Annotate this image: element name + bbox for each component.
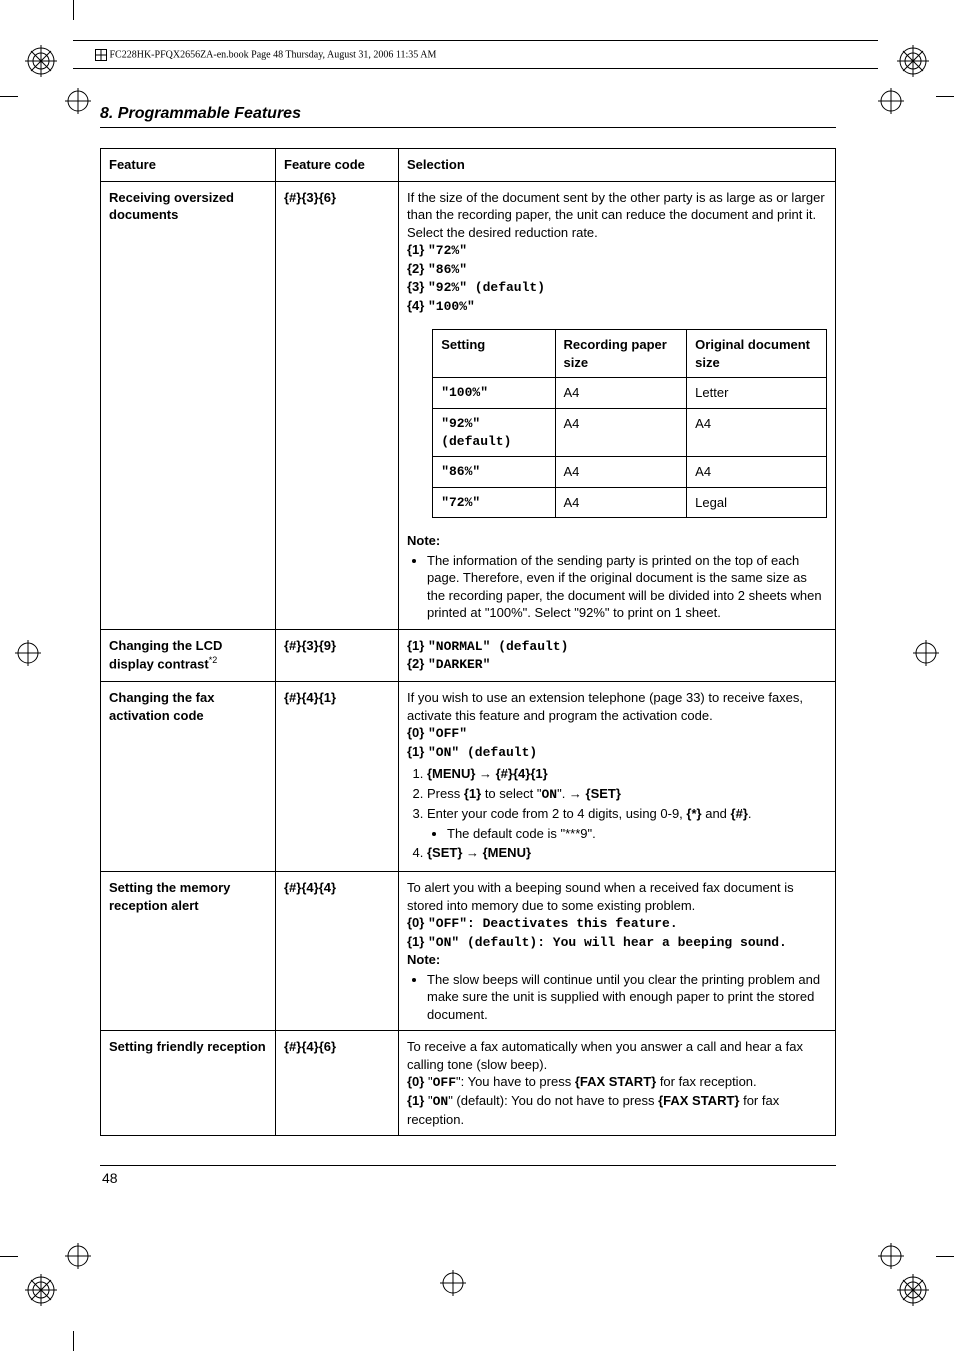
register-mark-icon [25, 1274, 57, 1306]
selection-cell: To receive a fax automatically when you … [399, 1031, 836, 1136]
table-row: Setting friendly reception {#}{4}{6} To … [101, 1031, 836, 1136]
crop-line [936, 1256, 954, 1257]
table-header-row: Feature Feature code Selection [101, 149, 836, 182]
feature-name: Setting friendly reception [109, 1039, 266, 1054]
th-feature: Feature [101, 149, 276, 182]
intro-text: If the size of the document sent by the … [407, 190, 825, 240]
steps-list: {MENU} → {#}{4}{1} Press {1} to select "… [407, 765, 827, 862]
crop-line [0, 1256, 18, 1257]
th-selection: Selection [399, 149, 836, 182]
inner-th: Setting [433, 330, 555, 378]
page-number: 48 [102, 1170, 118, 1186]
register-mark-icon [878, 1243, 904, 1269]
crop-line [73, 0, 74, 20]
crop-line [0, 96, 18, 97]
feature-name: Setting the memory reception alert [109, 880, 230, 913]
register-mark-icon [440, 1270, 466, 1296]
register-mark-icon [65, 1243, 91, 1269]
register-mark-icon [878, 88, 904, 114]
inner-th: Recording paper size [555, 330, 687, 378]
register-mark-icon [15, 640, 41, 666]
feature-code: {#}{3}{9} [284, 638, 336, 653]
register-mark-icon [25, 45, 57, 77]
document-header: FC228HK-PFQX2656ZA-en.book Page 48 Thurs… [95, 49, 436, 61]
crop-line [936, 96, 954, 97]
reduction-table: Setting Recording paper size Original do… [432, 329, 827, 518]
register-mark-icon [897, 1274, 929, 1306]
feature-code: {#}{4}{4} [284, 880, 336, 895]
header-bottom-rule [73, 68, 878, 69]
footnote-marker: *2 [209, 655, 218, 665]
note-text: The slow beeps will continue until you c… [427, 971, 827, 1024]
table-row: Setting the memory reception alert {#}{4… [101, 871, 836, 1030]
table-row: Changing the LCD display contrast*2 {#}{… [101, 629, 836, 681]
inner-th: Original document size [687, 330, 827, 378]
book-icon [95, 49, 107, 61]
selection-cell: If you wish to use an extension telephon… [399, 682, 836, 872]
section-title: 8. Programmable Features [100, 105, 301, 123]
table-row: Changing the fax activation code {#}{4}{… [101, 682, 836, 872]
crop-line [73, 1331, 74, 1351]
header-top-rule [73, 40, 878, 41]
selection-cell: {1} "NORMAL" (default) {2} "DARKER" [399, 629, 836, 681]
footer-rule [100, 1165, 836, 1166]
feature-name: Receiving oversized documents [109, 190, 234, 223]
selection-cell: If the size of the document sent by the … [399, 181, 836, 629]
register-mark-icon [65, 88, 91, 114]
section-rule [100, 127, 836, 128]
selection-cell: To alert you with a beeping sound when a… [399, 871, 836, 1030]
feature-code: {#}{3}{6} [284, 190, 336, 205]
feature-name: Changing the LCD display contrast [109, 638, 222, 672]
table-row: Receiving oversized documents {#}{3}{6} … [101, 181, 836, 629]
note-label: Note: [407, 533, 440, 548]
note-label: Note: [407, 952, 440, 967]
header-filename: FC228HK-PFQX2656ZA-en.book Page 48 Thurs… [110, 49, 437, 60]
register-mark-icon [897, 45, 929, 77]
feature-name: Changing the fax activation code [109, 690, 214, 723]
page: FC228HK-PFQX2656ZA-en.book Page 48 Thurs… [0, 0, 954, 1351]
th-code: Feature code [276, 149, 399, 182]
register-mark-icon [913, 640, 939, 666]
feature-code: {#}{4}{6} [284, 1039, 336, 1054]
features-table: Feature Feature code Selection Receiving… [100, 148, 836, 1136]
note-text: The information of the sending party is … [427, 552, 827, 622]
feature-code: {#}{4}{1} [284, 690, 336, 705]
